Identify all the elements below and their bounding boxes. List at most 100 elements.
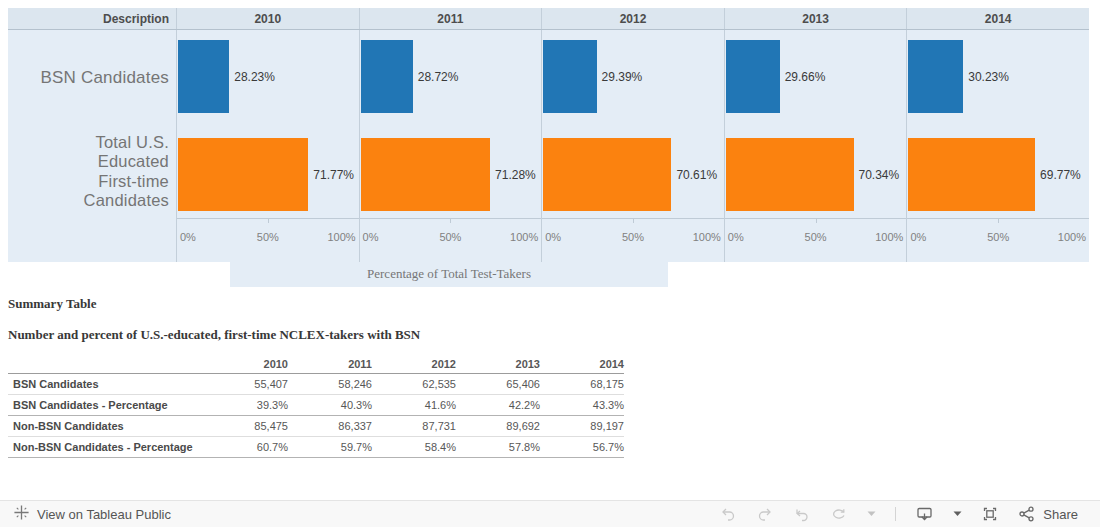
x-axis-2014: 0%50%100% — [907, 218, 1089, 262]
chart-pane-2011: 28.72%71.28%0%50%100% — [359, 30, 542, 262]
column-header-year[interactable]: 2013 — [724, 8, 907, 29]
axis-tick-label: 50% — [439, 231, 461, 243]
chevron-down-icon[interactable] — [953, 511, 962, 517]
axis-tick-label: 100% — [1058, 231, 1086, 243]
axis-tick-label: 100% — [327, 231, 355, 243]
axis-tick-label: 0% — [363, 231, 379, 243]
table-cell-value: 68,175 — [540, 374, 624, 395]
summary-col-header: 2011 — [288, 355, 372, 374]
chevron-down-icon[interactable] — [867, 511, 876, 517]
column-header-year[interactable]: 2012 — [541, 8, 724, 29]
chart-panes: 28.23% 71.77% 0% 50% 100% 28.72% 71.28% 0% 50% 10… — [176, 30, 1089, 262]
summary-section: Summary Table Number and percent of U.S.… — [8, 296, 624, 458]
bar-total-2010[interactable] — [178, 138, 308, 211]
summary-col-header: 2013 — [456, 355, 540, 374]
axis-tick-label: 50% — [622, 231, 644, 243]
chart-body: BSN Candidates Total U.S. Educated First… — [8, 30, 1089, 262]
row-label-total-candidates[interactable]: Total U.S. Educated First-time Candidate… — [8, 125, 176, 218]
summary-col-header-empty — [8, 355, 204, 374]
x-axis-2011: 0%50%100% — [360, 218, 542, 262]
bar-total-2013[interactable] — [726, 138, 854, 211]
table-cell-value: 42.2% — [456, 395, 540, 416]
redo-button[interactable] — [756, 505, 774, 523]
chart-header-row: Description 20102011201220132014 — [8, 8, 1089, 30]
summary-subtitle: Number and percent of U.S.-educated, fir… — [8, 327, 624, 343]
toolbar-divider — [895, 507, 896, 521]
table-cell-value: 85,475 — [204, 416, 288, 437]
axis-tick-label: 50% — [805, 231, 827, 243]
view-on-tableau-public-link[interactable]: View on Tableau Public — [13, 504, 171, 524]
bar-value-label: 71.77% — [313, 168, 354, 182]
column-header-year[interactable]: 2011 — [359, 8, 542, 29]
table-cell-label: BSN Candidates — [8, 374, 204, 395]
table-row: BSN Candidates - Percentage39.3%40.3%41.… — [8, 395, 624, 416]
table-cell-value: 60.7% — [204, 437, 288, 458]
bar-value-label: 29.39% — [602, 70, 643, 84]
table-cell-value: 89,692 — [456, 416, 540, 437]
summary-table: 20102011201220132014 BSN Candidates55,40… — [8, 355, 624, 458]
summary-col-header: 2014 — [540, 355, 624, 374]
bar-total-2012[interactable] — [543, 138, 671, 211]
download-button[interactable] — [915, 505, 934, 524]
bar-value-label: 28.23% — [234, 70, 275, 84]
bar-bsn-2013[interactable] — [726, 40, 780, 113]
refresh-icon[interactable] — [830, 505, 848, 523]
table-cell-value: 41.6% — [372, 395, 456, 416]
bar-bsn-2010[interactable] — [178, 40, 229, 113]
table-cell-value: 65,406 — [456, 374, 540, 395]
share-button[interactable]: Share — [1018, 505, 1078, 523]
axis-tick-label: 100% — [875, 231, 903, 243]
bar-total-2011[interactable] — [361, 138, 490, 211]
table-cell-value: 58,246 — [288, 374, 372, 395]
x-axis-title: Percentage of Total Test-Takers — [230, 262, 668, 287]
undo-button[interactable] — [719, 505, 737, 523]
tableau-logo-icon — [13, 504, 30, 524]
bar-value-label: 30.23% — [968, 70, 1009, 84]
bar-bsn-2014[interactable] — [908, 40, 963, 113]
pane-row-bsn: 28.23% — [177, 30, 359, 125]
tableau-toolbar: View on Tableau Public — [0, 500, 1100, 527]
revert-button[interactable] — [793, 505, 811, 523]
column-header-year[interactable]: 2010 — [176, 8, 359, 29]
pane-row-bsn: 28.72% — [360, 30, 542, 125]
x-axis-2012: 0%50%100% — [542, 218, 724, 262]
axis-tick-mark — [816, 219, 817, 223]
table-cell-label: Non-BSN Candidates - Percentage — [8, 437, 204, 458]
bar-value-label: 70.61% — [676, 168, 717, 182]
table-cell-value: 59.7% — [288, 437, 372, 458]
bar-chart-panel: Description 20102011201220132014 BSN Can… — [8, 8, 1089, 262]
column-header-description[interactable]: Description — [8, 8, 176, 29]
fullscreen-button[interactable] — [981, 505, 999, 523]
bar-bsn-2011[interactable] — [361, 40, 413, 113]
chart-pane-2013: 29.66% 70.34% 0% 50% 100% — [724, 30, 907, 262]
summary-col-header: 2012 — [372, 355, 456, 374]
table-cell-value: 56.7% — [540, 437, 624, 458]
table-cell-value: 43.3% — [540, 395, 624, 416]
x-axis-2013: 0% 50% 100% — [725, 218, 907, 262]
table-cell-value: 89,197 — [540, 416, 624, 437]
axis-tick-label: 0% — [910, 231, 926, 243]
table-cell-label: BSN Candidates - Percentage — [8, 395, 204, 416]
pane-row-total: 70.34% — [725, 125, 907, 218]
chart-pane-2010: 28.23% 71.77% 0% 50% 100% — [176, 30, 359, 262]
column-header-year[interactable]: 2014 — [906, 8, 1089, 29]
table-cell-value: 40.3% — [288, 395, 372, 416]
bar-value-label: 28.72% — [418, 70, 459, 84]
bar-value-label: 69.77% — [1040, 168, 1081, 182]
table-cell-label: Non-BSN Candidates — [8, 416, 204, 437]
axis-tick-mark — [268, 219, 269, 223]
table-cell-value: 57.8% — [456, 437, 540, 458]
bar-total-2014[interactable] — [908, 138, 1035, 211]
chart-pane-2012: 29.39% 70.61% 0%50%100% — [541, 30, 724, 262]
axis-tick-label: 0% — [728, 231, 744, 243]
view-on-tableau-public-label: View on Tableau Public — [37, 507, 171, 522]
bar-value-label: 70.34% — [859, 168, 900, 182]
axis-tick-label: 0% — [180, 231, 196, 243]
summary-col-header: 2010 — [204, 355, 288, 374]
row-label-bsn-candidates[interactable]: BSN Candidates — [8, 30, 176, 125]
bar-value-label: 71.28% — [495, 168, 536, 182]
pane-row-bsn: 29.66% — [725, 30, 907, 125]
chart-pane-2014: 30.23%69.77%0%50%100% — [906, 30, 1089, 262]
axis-tick-label: 50% — [257, 231, 279, 243]
bar-bsn-2012[interactable] — [543, 40, 596, 113]
